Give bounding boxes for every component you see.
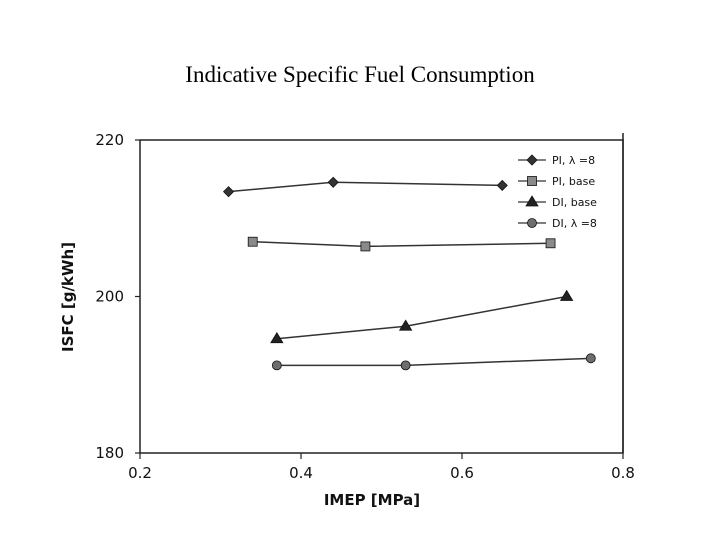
x-axis-title: IMEP [MPa] <box>324 491 420 509</box>
data-point-circle <box>585 353 596 364</box>
y-axis-ticks: 180 200 220 <box>95 131 140 462</box>
legend-label: PI, λ =8 <box>552 154 595 167</box>
data-point-triangle <box>559 289 574 301</box>
series-diamond <box>222 176 508 198</box>
y-tick-label: 200 <box>95 288 124 306</box>
x-tick-label: 0.6 <box>450 464 474 482</box>
data-point-diamond <box>222 186 235 198</box>
legend-marker-square <box>527 176 537 186</box>
data-point-square <box>545 238 556 249</box>
series-layer <box>222 176 596 371</box>
legend-entry: PI, base <box>518 175 595 188</box>
legend-marker-triangle <box>525 195 539 207</box>
legend-label: PI, base <box>552 175 595 188</box>
legend-entry: DI, λ =8 <box>518 217 597 230</box>
x-tick-label: 0.4 <box>289 464 313 482</box>
data-point-diamond <box>327 176 339 188</box>
legend-entry: DI, base <box>518 195 597 209</box>
legend-marker-diamond <box>526 154 538 166</box>
x-tick-label: 0.8 <box>611 464 635 482</box>
plot-area <box>139 139 624 454</box>
x-tick-label: 0.2 <box>128 464 152 482</box>
series-square <box>247 236 556 252</box>
legend-label: DI, base <box>552 196 597 209</box>
legend-label: DI, λ =8 <box>552 217 597 230</box>
legend-entry: PI, λ =8 <box>518 154 595 167</box>
y-tick-label: 180 <box>95 444 124 462</box>
x-axis-ticks: 0.2 0.4 0.6 0.8 <box>128 453 635 482</box>
y-tick-label: 220 <box>95 131 124 149</box>
data-point-circle <box>271 360 282 371</box>
data-point-square <box>247 236 258 247</box>
data-point-square <box>360 241 371 252</box>
legend-marker-circle <box>527 218 537 228</box>
slide-title: Indicative Specific Fuel Consumption <box>185 62 535 87</box>
data-point-circle <box>400 360 411 371</box>
y-axis-title: ISFC [g/kWh] <box>59 242 77 352</box>
series-triangle <box>270 289 574 344</box>
legend: PI, λ =8 PI, base DI, base DI, λ =8 <box>518 154 597 230</box>
series-circle <box>271 353 596 371</box>
data-point-diamond <box>496 179 508 191</box>
data-point-triangle <box>398 319 413 331</box>
data-point-triangle <box>270 331 284 344</box>
